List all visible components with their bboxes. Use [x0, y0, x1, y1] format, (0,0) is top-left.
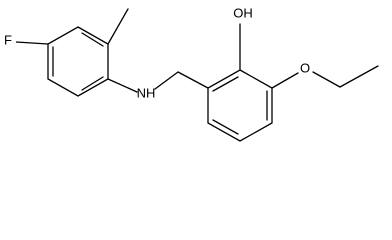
bond — [339, 65, 379, 88]
atom-label: OH — [233, 5, 253, 20]
atom-label: F — [4, 32, 12, 47]
bond — [107, 78, 138, 93]
label-bg — [0, 32, 16, 50]
double-bond — [81, 32, 104, 47]
left-ring — [47, 26, 109, 97]
double-bond — [212, 76, 239, 92]
bond — [107, 8, 129, 45]
bond — [177, 71, 209, 89]
double-bond — [81, 76, 104, 91]
structure-diagram: F NH OH O — [0, 5, 379, 142]
bonds — [15, 8, 379, 142]
bond — [15, 41, 49, 45]
right-ring — [207, 69, 273, 142]
bond — [271, 72, 299, 89]
double-bond — [212, 119, 239, 135]
atom-label: O — [300, 60, 310, 75]
bond — [312, 71, 341, 88]
atom-label: NH — [137, 85, 156, 100]
bond — [154, 71, 179, 90]
